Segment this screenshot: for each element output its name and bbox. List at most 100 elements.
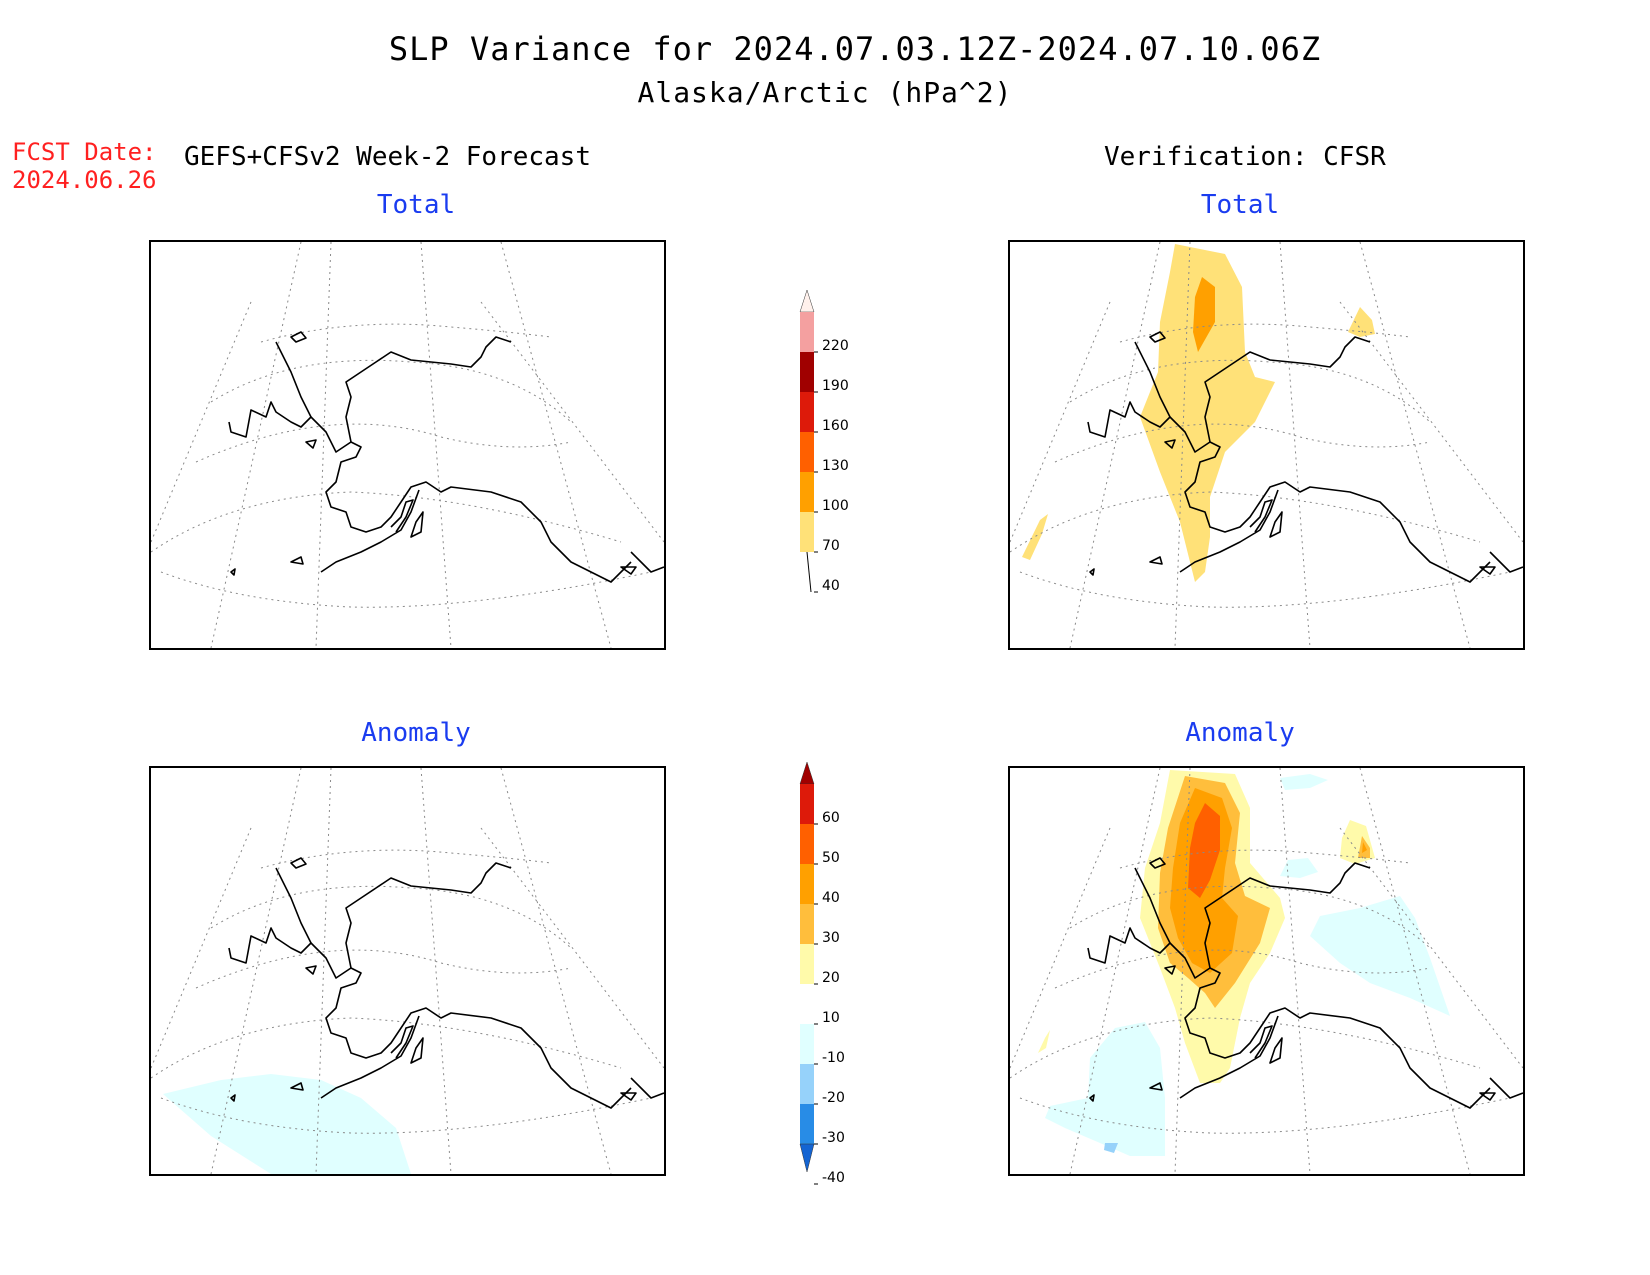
graticule-line — [315, 242, 332, 648]
coastline-segment — [1169, 942, 1491, 1109]
graticule-line — [420, 242, 452, 648]
colorbar-bottom-triangle — [799, 1143, 815, 1173]
shade-neg-sw — [1045, 1022, 1165, 1156]
coastline — [1087, 857, 1523, 1109]
coastline-segment — [390, 499, 414, 533]
graticule-line — [500, 242, 612, 648]
colorbar-segment — [800, 312, 814, 352]
colorbar-segment — [800, 1064, 814, 1104]
colorbar-tick-label: -20 — [822, 1090, 845, 1106]
coastline-segment — [1269, 511, 1283, 538]
coastline-segment — [620, 566, 637, 575]
coastline-segment — [290, 1082, 304, 1091]
forecast-total-title: Total — [376, 190, 456, 220]
colorbar-segment — [800, 472, 814, 512]
forecast-date-block: FCST Date: 2024.06.26 — [12, 138, 157, 194]
coastline-segment — [345, 336, 512, 443]
graticule-line — [1339, 827, 1523, 1069]
map-panel-forecast-anomaly — [149, 766, 666, 1176]
coastline-segment — [228, 867, 312, 964]
graticule — [1010, 768, 1523, 1174]
coastline-segment — [1479, 566, 1496, 575]
shade-40-70-west — [1022, 514, 1048, 560]
shade-neg10-neg20 — [163, 1074, 411, 1174]
graticule-line — [210, 359, 572, 423]
colorbar-tick-label: 160 — [822, 418, 849, 434]
coastline-segment — [305, 965, 317, 975]
map-panel-verification-anomaly — [1008, 766, 1525, 1176]
graticule-line — [195, 423, 572, 463]
coastline-segment — [1089, 568, 1095, 576]
coastline-segment — [345, 862, 512, 969]
colorbar-total: 220 190 160 130 100 70 40 — [799, 289, 849, 594]
coastline-segment — [1179, 489, 1279, 573]
coastline-segment — [310, 416, 632, 583]
colorbar-segment — [800, 944, 814, 984]
graticule-line — [1174, 242, 1191, 648]
colorbar-tick-label: 220 — [822, 338, 849, 354]
colorbar-tick-label: -30 — [822, 1130, 845, 1146]
colorbar-tick-label: 10 — [822, 1010, 840, 1026]
verification-total-title: Total — [1200, 190, 1280, 220]
graticule-line — [500, 768, 612, 1174]
graticule-line — [151, 301, 252, 543]
colorbar-tick-label: 30 — [822, 930, 840, 946]
shade-30-40-east — [1362, 842, 1367, 853]
coastline-segment — [1249, 1025, 1273, 1059]
colorbar-segment — [800, 824, 814, 864]
colorbar-segment — [800, 904, 814, 944]
colorbar-anomaly: 60 50 40 30 20 10 -10 -20 -30 -40 — [799, 761, 845, 1186]
graticule-line — [1010, 827, 1111, 1069]
colorbar-segment — [800, 432, 814, 472]
coastline-segment — [390, 1025, 414, 1059]
colorbar-anomaly-segments: 60 50 40 30 20 10 -10 -20 -30 -40 — [799, 761, 845, 1186]
coastline-segment — [1179, 1015, 1279, 1099]
coastline-segment — [230, 568, 236, 576]
graticule-line — [480, 301, 664, 543]
colorbar-top-triangle — [799, 761, 815, 785]
coastline-segment — [1149, 1082, 1163, 1091]
coastline-segment — [1087, 341, 1171, 438]
colorbar-tick-label: 40 — [822, 578, 840, 594]
colorbar-tick-label: 100 — [822, 498, 849, 514]
shade-10-20-west — [1038, 1030, 1050, 1053]
coastline-segment — [1164, 439, 1176, 449]
colorbar-tick-label: -40 — [822, 1170, 845, 1186]
colorbar-segment — [800, 352, 814, 392]
coastline-segment — [1204, 862, 1371, 969]
graticule-line — [1359, 242, 1471, 648]
graticule — [151, 768, 664, 1174]
colorbar-total-segments: 220 190 160 130 100 70 40 — [799, 289, 849, 594]
colorbar-tail — [806, 551, 812, 593]
coastline-segment — [1169, 416, 1491, 583]
graticule-line — [1019, 571, 1511, 608]
graticule-line — [1054, 423, 1431, 463]
coastline-segment — [310, 942, 632, 1109]
graticule-line — [160, 571, 652, 608]
shade-neg-east — [1310, 896, 1450, 1016]
shade-neg-mid — [1280, 858, 1318, 878]
shade-40-50 — [1188, 803, 1220, 898]
colorbar-tick-label: -10 — [822, 1050, 845, 1066]
graticule-line — [1010, 301, 1111, 543]
coastline-segment — [305, 439, 317, 449]
coastline-segment — [410, 511, 424, 538]
graticule — [151, 242, 664, 648]
coastline-segment — [620, 1092, 637, 1101]
graticule-line — [1359, 768, 1471, 1174]
colorbar-tick-label: 40 — [822, 890, 840, 906]
colorbar-top-triangle — [799, 289, 815, 313]
shade-neg20-neg30 — [1104, 1143, 1118, 1153]
colorbar-tick-label: 70 — [822, 538, 840, 554]
colorbar-segment — [800, 1024, 814, 1064]
graticule-line — [315, 768, 332, 1174]
graticule-line — [1339, 301, 1523, 543]
graticule-line — [1279, 768, 1311, 1174]
forecast-date-value: 2024.06.26 — [12, 166, 157, 194]
colorbar-tick-label: 20 — [822, 970, 840, 986]
coastline-segment — [1149, 857, 1166, 869]
graticule — [1010, 242, 1523, 648]
coastline-segment — [1249, 499, 1273, 533]
graticule-line — [210, 885, 572, 949]
graticule-line — [1069, 242, 1161, 648]
